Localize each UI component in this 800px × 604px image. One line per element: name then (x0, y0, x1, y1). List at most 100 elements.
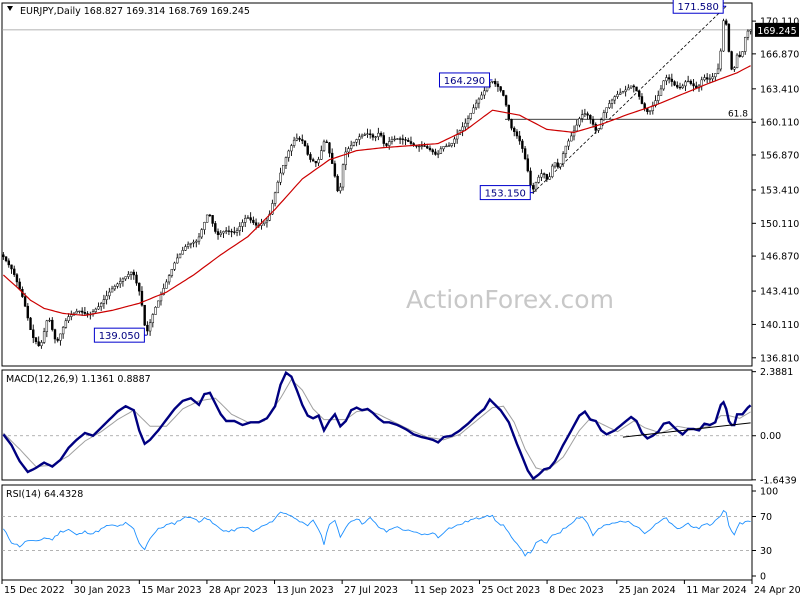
candle-body (108, 291, 111, 297)
watermark: ActionForex.com (406, 285, 614, 314)
candle-body (382, 135, 385, 144)
candle-body (94, 308, 97, 312)
price-tick-label: 170.110 (760, 17, 799, 28)
candle-body (640, 96, 644, 104)
pane-frame (1, 2, 753, 367)
x-tick-label: 15 Dec 2022 (4, 585, 65, 596)
candle-body (396, 138, 399, 140)
candle-body (339, 186, 342, 192)
candle-body (154, 306, 157, 315)
candle-body (379, 132, 383, 136)
price-tick-label: 146.870 (760, 252, 799, 263)
candle-body (673, 81, 676, 86)
candle-body (741, 51, 744, 57)
candle-body (358, 136, 361, 140)
rsi-tick-label: 0 (760, 572, 766, 583)
candle-body (167, 275, 171, 283)
candle-body (121, 278, 125, 282)
candle-body (738, 54, 741, 57)
candle-body (113, 286, 116, 290)
price-annotation-label: 171.580 (678, 2, 719, 13)
x-tick-label: 28 Apr 2023 (209, 585, 268, 596)
candle-body (224, 230, 228, 232)
candle-body (426, 146, 429, 149)
candle-body (388, 141, 391, 146)
candle-body (597, 128, 600, 131)
candle-body (298, 137, 301, 140)
candle-body (401, 138, 405, 140)
candle-body (265, 220, 269, 223)
candle-body (333, 163, 337, 177)
candle-body (159, 294, 163, 302)
candle-body (575, 124, 578, 132)
candle-body (477, 98, 481, 104)
rsi-line (3, 509, 751, 557)
collapse-triangle-icon (7, 6, 13, 11)
candle-body (398, 138, 402, 140)
candle-body (665, 77, 668, 82)
candle-body (461, 126, 464, 131)
candle-body (64, 320, 68, 328)
candle-body (279, 172, 282, 183)
rsi-tick-label: 100 (760, 487, 778, 498)
candle-body (7, 260, 10, 266)
candle-body (273, 192, 277, 204)
candle-body (170, 269, 174, 276)
candle-body (483, 90, 486, 96)
candle-body (311, 159, 315, 162)
candle-body (447, 145, 451, 147)
candle-body (181, 250, 184, 255)
candle-body (341, 164, 345, 188)
candle-body (564, 145, 568, 154)
candle-body (162, 288, 165, 295)
candle-body (515, 131, 519, 137)
x-tick-label: 15 Mar 2023 (141, 585, 201, 596)
candle-body (711, 76, 714, 80)
candle-body (13, 268, 16, 275)
candle-body (75, 311, 78, 314)
candle-body (719, 50, 722, 70)
candle-body (51, 319, 54, 330)
price-annotation-label: 153.150 (485, 189, 526, 200)
candle-body (45, 320, 49, 332)
candle-body (504, 95, 508, 106)
candle-body (227, 230, 231, 232)
candle-body (393, 138, 396, 141)
candle-body (148, 322, 152, 332)
candle-body (303, 140, 307, 147)
candle-body (235, 230, 239, 233)
candle-body (377, 132, 380, 137)
macd-signal-line (3, 378, 751, 472)
candle-body (494, 81, 497, 85)
candle-body (241, 222, 244, 227)
price-tick-label: 163.410 (760, 84, 799, 95)
candle-body (295, 137, 299, 141)
candle-body (263, 221, 266, 225)
last-price-label: 169.245 (757, 26, 796, 37)
candle-body (735, 54, 739, 68)
candle-body (287, 150, 290, 158)
candle-body (325, 141, 328, 143)
candle-body (244, 218, 247, 223)
candle-body (646, 108, 649, 112)
candle-body (56, 338, 59, 341)
candle-body (219, 232, 222, 235)
candle-body (578, 118, 581, 126)
candle-body (692, 83, 695, 87)
candle-body (102, 299, 106, 304)
candle-body (360, 134, 364, 138)
candle-body (352, 141, 356, 146)
candle-body (605, 107, 608, 113)
candle-body (42, 331, 46, 343)
candle-body (110, 288, 114, 293)
candle-body (192, 241, 195, 244)
candle-body (749, 29, 752, 32)
candle-body (208, 214, 212, 217)
candle-body (529, 170, 532, 186)
candle-body (678, 86, 682, 89)
candle-body (404, 139, 407, 141)
candle-body (371, 134, 375, 138)
candle-body (608, 103, 611, 108)
candle-body (70, 314, 73, 317)
candle-body (80, 310, 84, 313)
